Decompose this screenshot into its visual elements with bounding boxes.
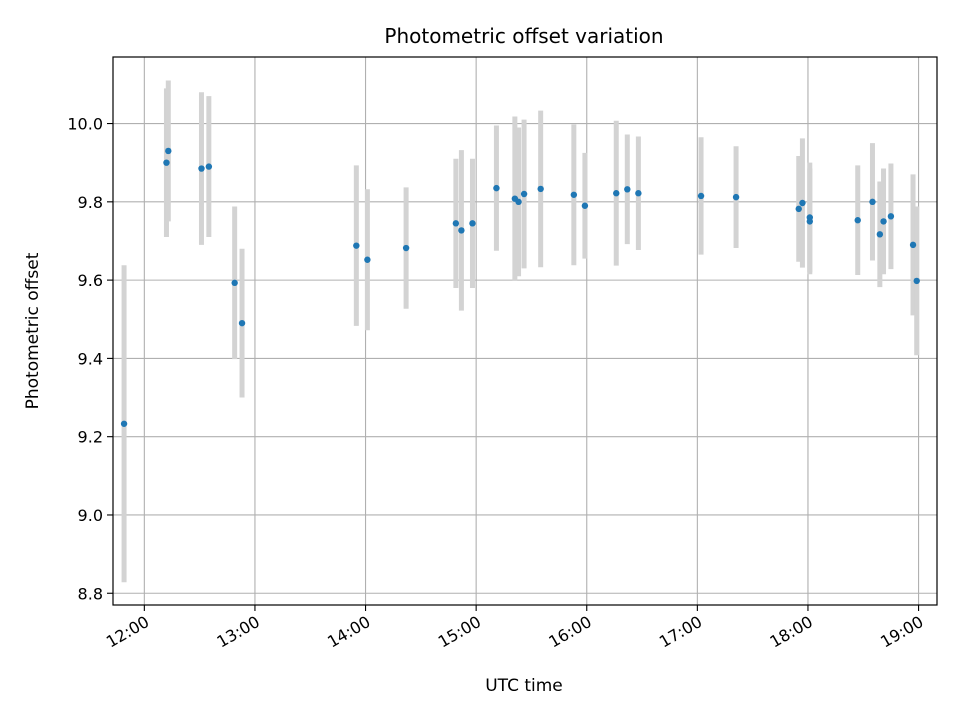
- y-tick-label: 8.8: [78, 584, 103, 603]
- data-point: [205, 163, 213, 170]
- data-point: [120, 420, 128, 427]
- data-point: [515, 198, 522, 206]
- data-point: [880, 218, 887, 225]
- data-point: [887, 213, 895, 220]
- data-point: [806, 218, 814, 225]
- plot-frame: [112, 56, 938, 606]
- y-tick-label: 9.6: [78, 271, 103, 290]
- data-point: [581, 202, 589, 209]
- x-axis-label: UTC time: [485, 676, 563, 696]
- data-point: [469, 220, 476, 227]
- data-point: [165, 147, 172, 155]
- data-point: [795, 205, 802, 213]
- data-point: [364, 256, 371, 263]
- data-point: [854, 217, 861, 224]
- data-point: [458, 227, 465, 234]
- data-point: [697, 192, 705, 200]
- y-tick-label: 10.0: [67, 115, 103, 134]
- data-point: [613, 190, 620, 197]
- y-tick-label: 9.0: [78, 506, 103, 525]
- data-point: [624, 186, 631, 193]
- data-point: [163, 159, 170, 166]
- y-axis-ticks: 8.8 9.0 9.2 9.4 9.6 9.8 10.0: [67, 115, 113, 603]
- data-point: [231, 279, 238, 287]
- data-point: [353, 242, 360, 249]
- y-tick-label: 9.2: [78, 428, 103, 447]
- data-point: [570, 191, 578, 198]
- data-point: [402, 244, 410, 252]
- data-point: [520, 190, 528, 198]
- data-point: [876, 231, 884, 238]
- data-point: [869, 198, 876, 206]
- y-tick-label: 9.8: [78, 193, 103, 212]
- y-tick-label: 9.4: [78, 349, 103, 368]
- data-point: [913, 277, 920, 285]
- chart-title: Photometric offset variation: [384, 24, 663, 48]
- data-point: [198, 165, 205, 172]
- data-points: [120, 147, 920, 427]
- data-point: [909, 241, 917, 249]
- data-point: [238, 319, 246, 327]
- data-point: [537, 185, 544, 193]
- data-point: [635, 190, 642, 197]
- data-point: [732, 193, 740, 201]
- data-point: [799, 199, 806, 207]
- data-point: [452, 220, 460, 227]
- y-axis-label: Photometric offset: [23, 252, 43, 409]
- data-point: [493, 184, 500, 192]
